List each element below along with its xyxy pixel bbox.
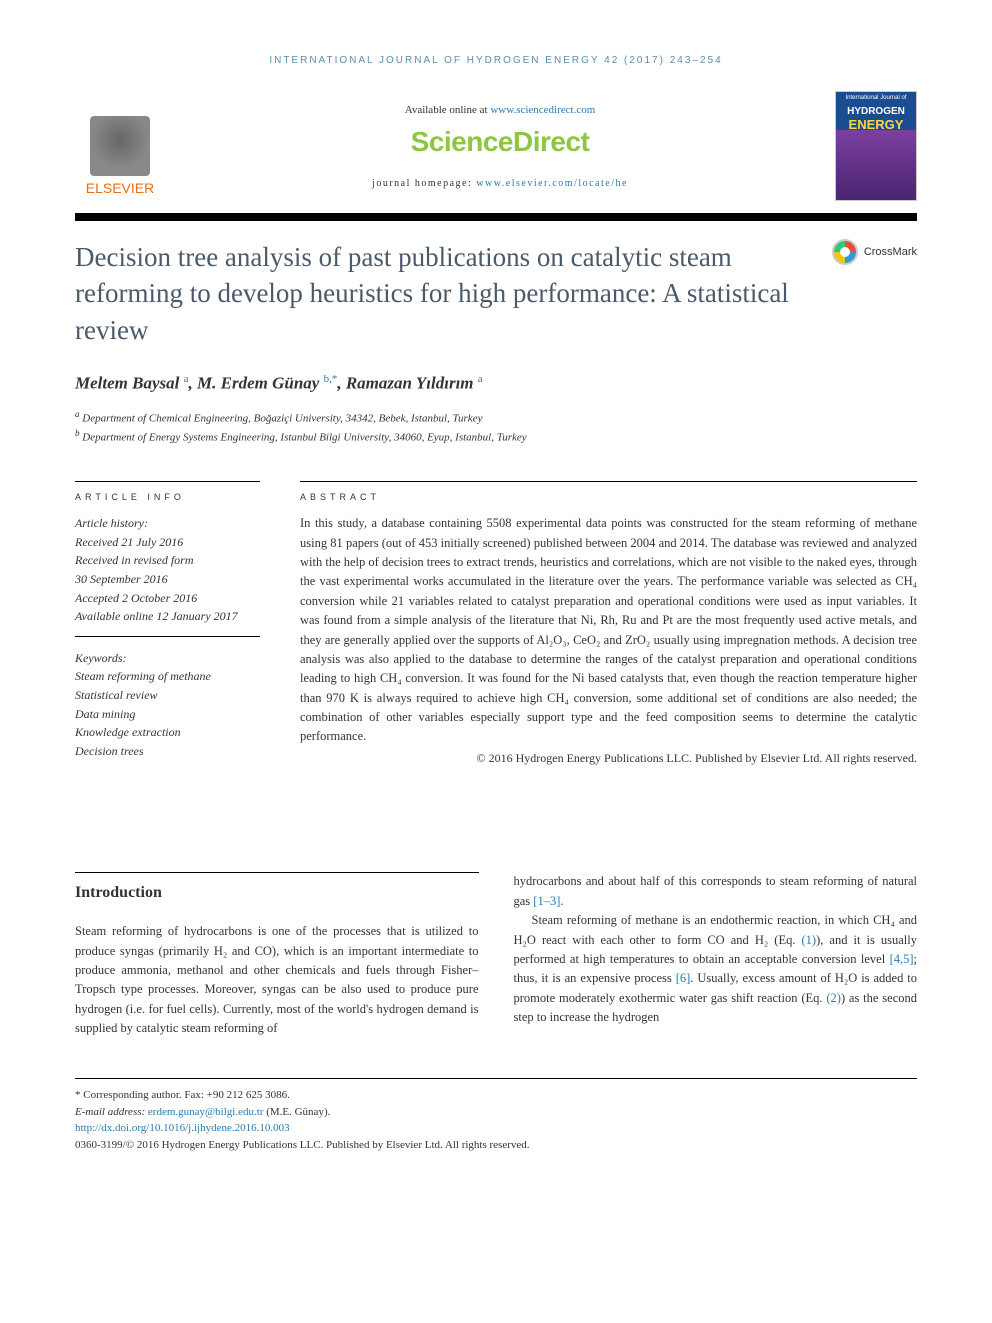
journal-cover-thumbnail: International Journal of HYDROGEN ENERGY (835, 91, 917, 201)
text-span: . (560, 894, 563, 908)
intro-paragraph: Steam reforming of methane is an endothe… (514, 911, 918, 1027)
title-separator-rule (75, 213, 917, 221)
history-line: Available online 12 January 2017 (75, 607, 260, 626)
introduction-heading: Introduction (75, 872, 479, 906)
abstract-heading: ABSTRACT (300, 481, 917, 502)
keyword: Knowledge extraction (75, 723, 260, 742)
copyright-line: © 2016 Hydrogen Energy Publications LLC.… (300, 751, 917, 766)
keyword: Statistical review (75, 686, 260, 705)
citation-link[interactable]: [1–3] (533, 894, 560, 908)
equation-link[interactable]: (1) (802, 933, 817, 947)
history-line: Accepted 2 October 2016 (75, 589, 260, 608)
keywords-label: Keywords: (75, 649, 260, 668)
intro-paragraph: Steam reforming of hydrocarbons is one o… (75, 922, 479, 1038)
homepage-prefix: journal homepage: (372, 178, 476, 189)
author-affiliation-marker: a (184, 373, 189, 385)
history-line: 30 September 2016 (75, 570, 260, 589)
history-line: Received 21 July 2016 (75, 533, 260, 552)
crossmark-icon (832, 239, 858, 265)
author-name: M. Erdem Günay (197, 374, 319, 393)
email-link[interactable]: erdem.gunay@bilgi.edu.tr (148, 1106, 264, 1118)
journal-homepage: journal homepage: www.elsevier.com/locat… (165, 178, 835, 189)
running-head: INTERNATIONAL JOURNAL OF HYDROGEN ENERGY… (75, 55, 917, 66)
article-history: Article history: Received 21 July 2016 R… (75, 514, 260, 637)
keyword: Decision trees (75, 742, 260, 761)
cover-energy: ENERGY (836, 117, 916, 132)
affiliation-a: Department of Chemical Engineering, Boğa… (82, 413, 482, 425)
publisher-header: ELSEVIER Available online at www.science… (75, 91, 917, 201)
elsevier-logo: ELSEVIER (75, 96, 165, 196)
history-label: Article history: (75, 514, 260, 533)
available-prefix: Available online at (405, 104, 491, 116)
sciencedirect-link[interactable]: www.sciencedirect.com (490, 104, 595, 116)
abstract-text: In this study, a database containing 550… (300, 514, 917, 747)
affiliations: a Department of Chemical Engineering, Bo… (75, 408, 917, 446)
available-online: Available online at www.sciencedirect.co… (165, 104, 835, 116)
intro-paragraph: hydrocarbons and about half of this corr… (514, 872, 918, 911)
article-title: Decision tree analysis of past publicati… (75, 239, 832, 348)
email-suffix: (M.E. Günay). (263, 1106, 330, 1118)
author-name: Meltem Baysal (75, 374, 179, 393)
doi-link[interactable]: http://dx.doi.org/10.1016/j.ijhydene.201… (75, 1122, 290, 1134)
history-line: Received in revised form (75, 551, 260, 570)
author-affiliation-marker: b,* (324, 373, 338, 385)
author-list: Meltem Baysal a, M. Erdem Günay b,*, Ram… (75, 373, 917, 394)
elsevier-tree-icon (90, 116, 150, 176)
author-affiliation-marker: a (478, 373, 483, 385)
email-label: E-mail address: (75, 1106, 148, 1118)
citation-link[interactable]: [4,5] (890, 952, 914, 966)
issn-copyright: 0360-3199/© 2016 Hydrogen Energy Publica… (75, 1137, 917, 1154)
keyword: Steam reforming of methane (75, 667, 260, 686)
elsevier-label: ELSEVIER (86, 180, 154, 196)
cover-hydrogen: HYDROGEN (836, 106, 916, 117)
cover-top-text: International Journal of (836, 92, 916, 104)
article-info-heading: ARTICLE INFO (75, 481, 260, 502)
keyword: Data mining (75, 705, 260, 724)
affiliation-b: Department of Energy Systems Engineering… (82, 432, 526, 444)
homepage-link[interactable]: www.elsevier.com/locate/he (476, 178, 628, 189)
crossmark-label: CrossMark (864, 246, 917, 258)
email-line: E-mail address: erdem.gunay@bilgi.edu.tr… (75, 1104, 917, 1121)
crossmark-badge[interactable]: CrossMark (832, 239, 917, 265)
page-footer: * Corresponding author. Fax: +90 212 625… (75, 1078, 917, 1153)
author-name: Ramazan Yıldırım (346, 374, 474, 393)
equation-link[interactable]: (2) (826, 991, 841, 1005)
corresponding-author: * Corresponding author. Fax: +90 212 625… (75, 1087, 917, 1104)
sciencedirect-logo: ScienceDirect (165, 126, 835, 158)
citation-link[interactable]: [6] (676, 971, 691, 985)
text-span: hydrocarbons and about half of this corr… (514, 874, 918, 907)
keywords-block: Keywords: Steam reforming of methane Sta… (75, 649, 260, 771)
